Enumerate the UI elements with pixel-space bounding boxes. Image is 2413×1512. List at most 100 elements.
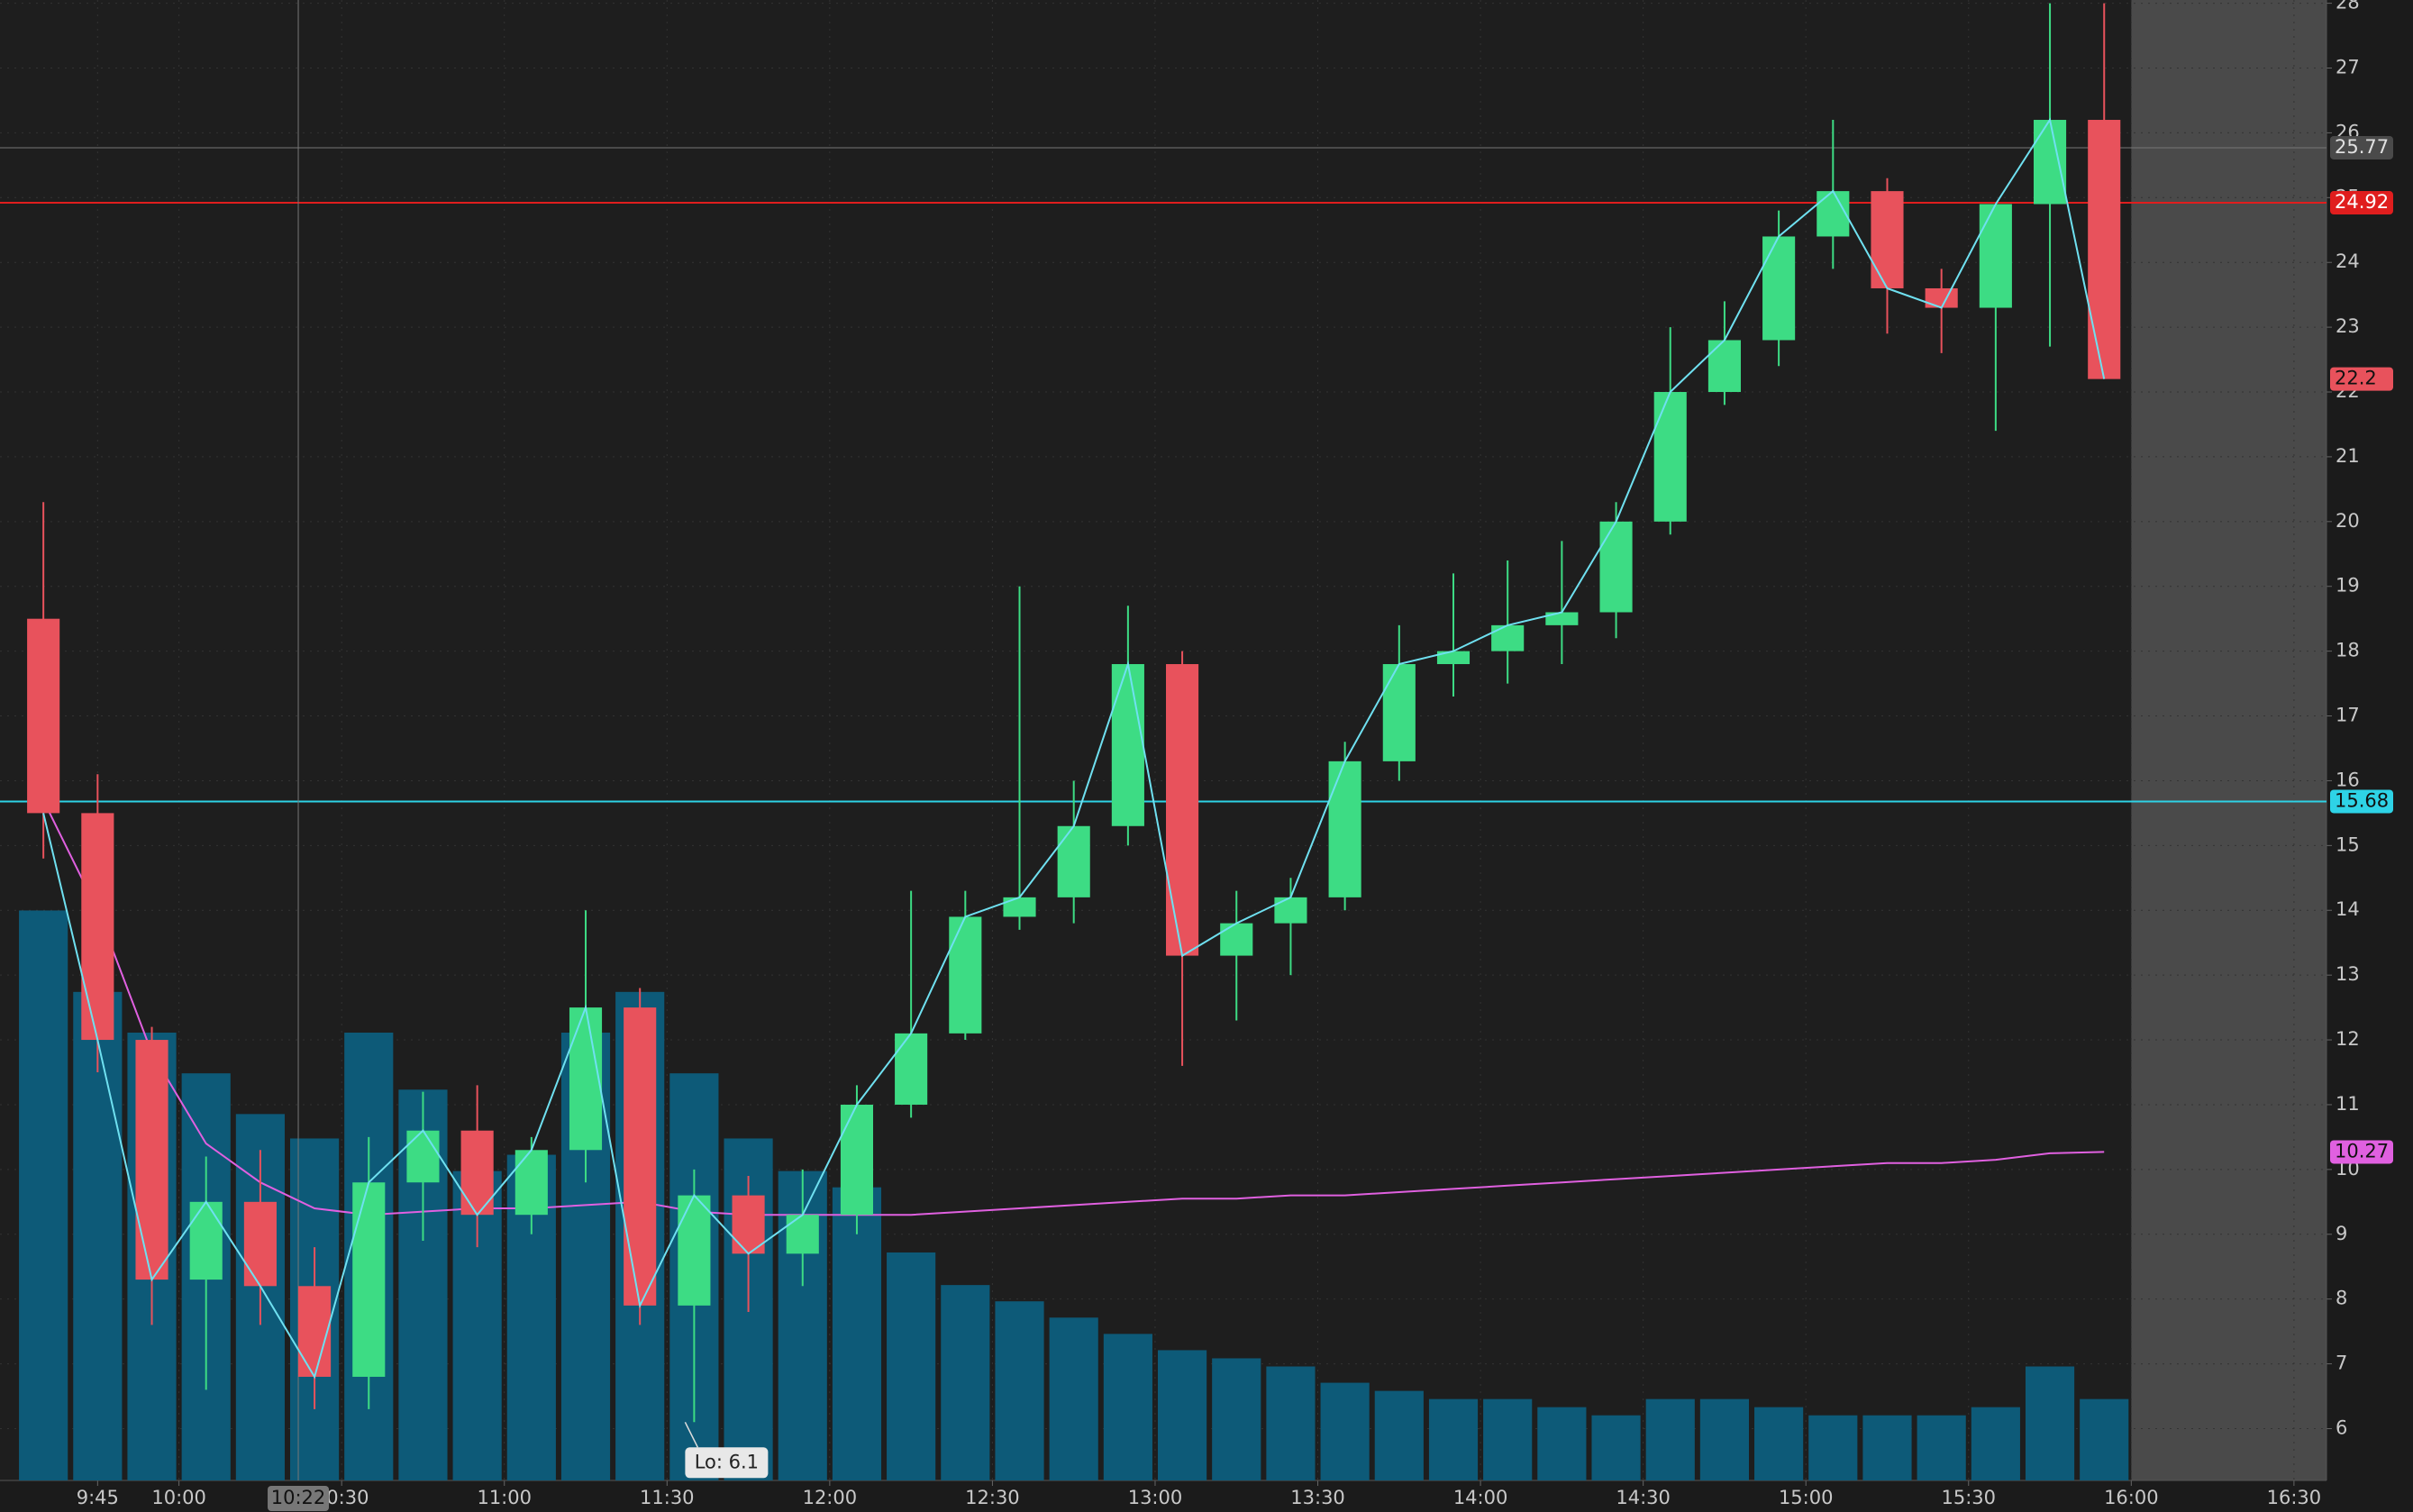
x-tick-label: 16:30 [2267,1487,2322,1508]
x-tick-label: 13:00 [1128,1487,1183,1508]
candle-body [732,1195,765,1254]
x-tick-label: 16:00 [2104,1487,2159,1508]
volume-bar [1483,1398,1533,1480]
candle-body [1653,392,1687,522]
candle-body [1003,897,1036,917]
volume-bar [887,1252,936,1480]
volume-bar [1049,1317,1098,1480]
y-tick-label: 24 [2336,250,2360,272]
candle-body [786,1215,819,1254]
annotation-box [685,1447,769,1479]
last-price-tag-box [2330,367,2393,391]
candle-body [1545,612,1579,625]
level-tag-box [2330,789,2393,814]
y-tick-label: 21 [2336,445,2360,467]
x-tick-label: 9:45 [77,1487,119,1508]
y-tick-label: 19 [2336,575,2360,597]
candle-body [135,1040,168,1280]
candle-body [1111,664,1144,826]
candle-body [1925,287,1958,308]
volume-bar [19,910,68,1480]
annotation-pointer [684,1421,699,1448]
y-tick-label: 9 [2336,1223,2347,1244]
candle-body [1979,204,2012,308]
candle-body [569,1007,603,1151]
close-line [42,117,2106,1380]
candle-body [1057,825,1090,897]
volume-bar [1699,1398,1750,1480]
y-tick-label: 14 [2336,898,2360,920]
volume-bar [941,1285,990,1480]
candle-body [678,1195,711,1306]
candle-body [189,1201,223,1280]
volume-bar [1645,1398,1695,1480]
candle-body [2088,120,2121,379]
crosshair-time-box [268,1486,330,1511]
y-tick-label: 17 [2336,705,2360,726]
y-tick-label: 15 [2336,833,2360,855]
crosshair-time: 10:22 [271,1487,326,1508]
candle-body [1166,664,1199,956]
volume-bar [1754,1407,1804,1480]
candle-body [1382,664,1416,761]
volume-bar [2080,1398,2129,1480]
candle-body [949,916,982,1034]
volume-bar [1537,1407,1587,1480]
crosshair-price-tag-box [2330,135,2393,159]
candle-body [1599,521,1633,613]
y-tick-label: 12 [2336,1028,2360,1050]
volume-bar [1862,1415,1912,1480]
last-price-tag: 22.2 [2335,368,2377,389]
volume-bar [1374,1390,1424,1480]
annotation-text: Lo: 6.1 [695,1451,759,1472]
y-tick-label: 27 [2336,56,2360,77]
candle-body [406,1130,440,1183]
y-tick-label: 16 [2336,769,2360,790]
candle-body [1328,761,1361,897]
candle-body [624,1007,657,1306]
volume-bar [1917,1415,1966,1480]
candles [27,3,2121,1423]
level-tag-box [2330,191,2393,215]
candle-body [243,1201,277,1287]
candle-body [1436,651,1471,665]
candle-body [840,1104,874,1216]
candle-body [81,813,114,1041]
candle-body [1491,624,1525,651]
candle-body [2033,120,2067,205]
candle-body [1762,236,1796,341]
after-hours-shade [2131,0,2326,1480]
y-tick-label: 28 [2336,0,2360,14]
level-tag: 15.68 [2335,789,2389,811]
candle-body [352,1182,386,1377]
x-tick-label: 12:00 [803,1487,858,1508]
x-tick-label: 15:30 [1942,1487,1997,1508]
volume-bar [1157,1350,1207,1480]
candle-body [27,618,60,814]
x-tick-label: 14:00 [1453,1487,1508,1508]
crosshair-price-tag: 25.77 [2335,136,2389,158]
vwap-tag-box [2330,1140,2393,1164]
candle-body [1871,191,1904,288]
x-tick-label: 15:00 [1779,1487,1834,1508]
x-tick-label: 14:30 [1616,1487,1671,1508]
volume-bar [73,991,123,1480]
x-tick-label: 11:00 [477,1487,532,1508]
volume-bar [1266,1366,1316,1480]
candle-body [298,1286,332,1377]
volume-bar [1808,1415,1858,1480]
candle-body [1707,340,1741,393]
y-tick-label: 11 [2336,1093,2360,1115]
candle-body [895,1033,928,1105]
x-tick-label: 11:30 [640,1487,695,1508]
x-tick-label: 10:00 [151,1487,206,1508]
candle-body [1274,897,1307,924]
y-tick-label: 20 [2336,510,2360,532]
volume-bar [832,1187,882,1480]
volume-bar [1428,1398,1479,1480]
volume-bar [1971,1407,2020,1480]
y-tick-label: 13 [2336,963,2360,985]
vwap-line [42,799,2105,1216]
vwap-tag: 10.27 [2335,1140,2389,1161]
